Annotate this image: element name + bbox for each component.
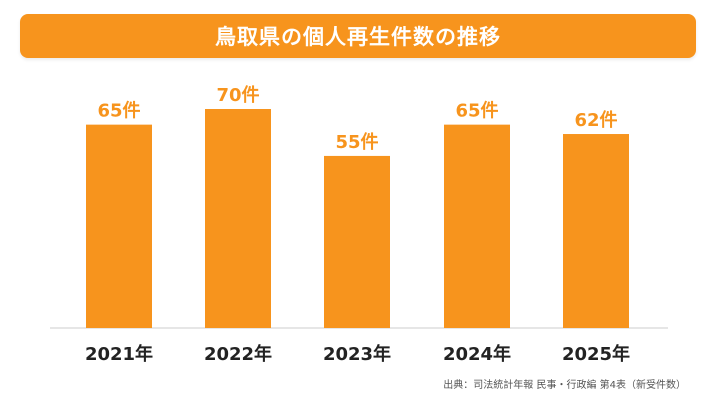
bar-2 xyxy=(205,109,271,328)
source-note: 出典：司法統計年報 民事・行政編 第4表（新受件数） xyxy=(443,380,686,391)
bar-3 xyxy=(324,155,390,328)
data-label-1: 65件 xyxy=(97,100,140,122)
x-tick-label-2: 2022年 xyxy=(204,343,272,365)
x-tick-label-4: 2024年 xyxy=(443,343,511,365)
x-tick-label-3: 2023年 xyxy=(323,343,391,365)
bar-4 xyxy=(444,124,510,329)
data-label-5: 62件 xyxy=(574,109,617,131)
x-tick-label-1: 2021年 xyxy=(85,343,153,365)
x-tick-label-5: 2025年 xyxy=(562,343,630,365)
data-label-2: 70件 xyxy=(216,84,259,106)
title-banner: 鳥取県の個人再生件数の推移 xyxy=(20,14,696,58)
data-label-4: 65件 xyxy=(455,100,498,122)
data-label-3: 55件 xyxy=(335,131,378,153)
bar-1 xyxy=(86,124,152,329)
chart-title: 鳥取県の個人再生件数の推移 xyxy=(215,25,501,49)
bar-5 xyxy=(563,134,629,328)
